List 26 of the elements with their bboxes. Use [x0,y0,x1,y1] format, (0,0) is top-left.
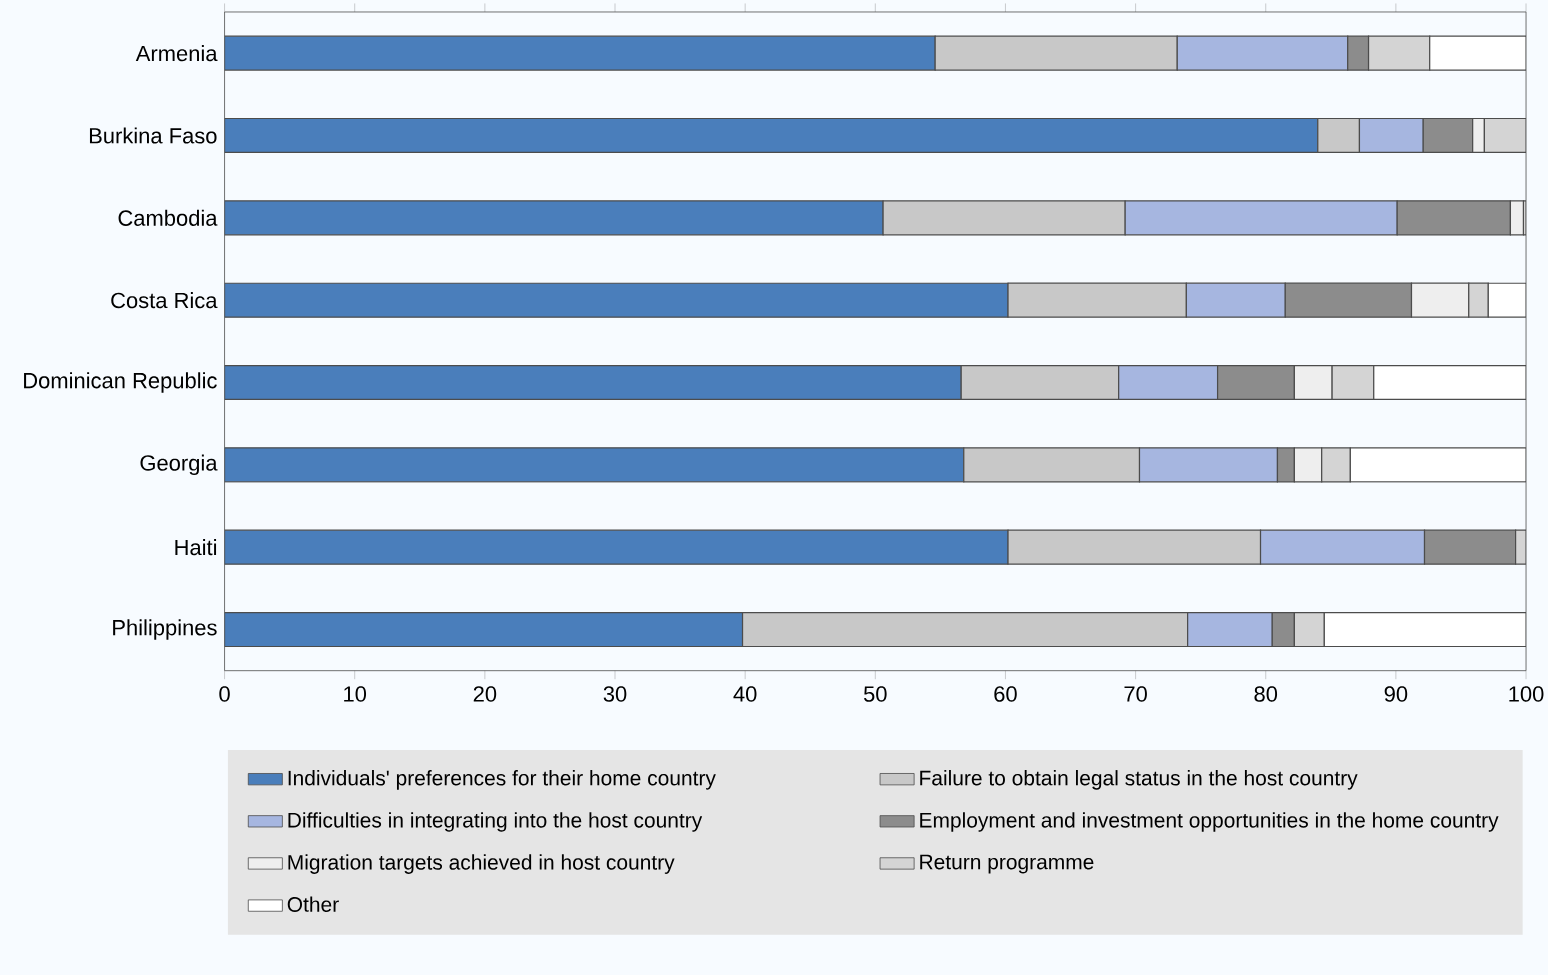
x-tick-label: 10 [344,686,367,702]
x-tick-label: 0 [219,686,230,702]
legend-label: Failure to obtain legal status in the host country [920,770,1358,790]
x-tick-label: 80 [1254,686,1278,702]
legend-label: Migration targets achieved in host country [288,854,675,874]
legend-label: Other [287,896,339,912]
y-tick-label: Burkina Faso [89,127,217,144]
x-tick-label: 20 [473,686,497,702]
x-tick-label: 100 [1509,686,1544,702]
y-tick-label: Dominican Republic [24,372,217,393]
legend-label: Individuals' preferences for their home country [288,770,716,790]
y-tick-label: Armenia [135,45,218,62]
y-tick-label: Georgia [140,454,218,476]
legend-label: Return programme [920,854,1094,874]
legend-label: Employment and investment opportunities in the home country [920,812,1499,832]
y-tick-label: Cambodia [118,209,218,226]
x-tick-label: 60 [994,686,1017,702]
x-tick-label: 50 [863,686,887,702]
x-tick-label: 90 [1384,686,1408,702]
x-tick-label: 70 [1124,686,1147,702]
x-tick-label: 40 [733,686,757,702]
x-tick-label: 30 [603,686,627,702]
y-tick-label: Costa Rica [111,292,218,309]
legend-label: Difficulties in integrating into the host country [288,812,703,832]
y-tick-label: Haiti [175,539,217,556]
y-tick-label: Philippines [113,619,217,640]
